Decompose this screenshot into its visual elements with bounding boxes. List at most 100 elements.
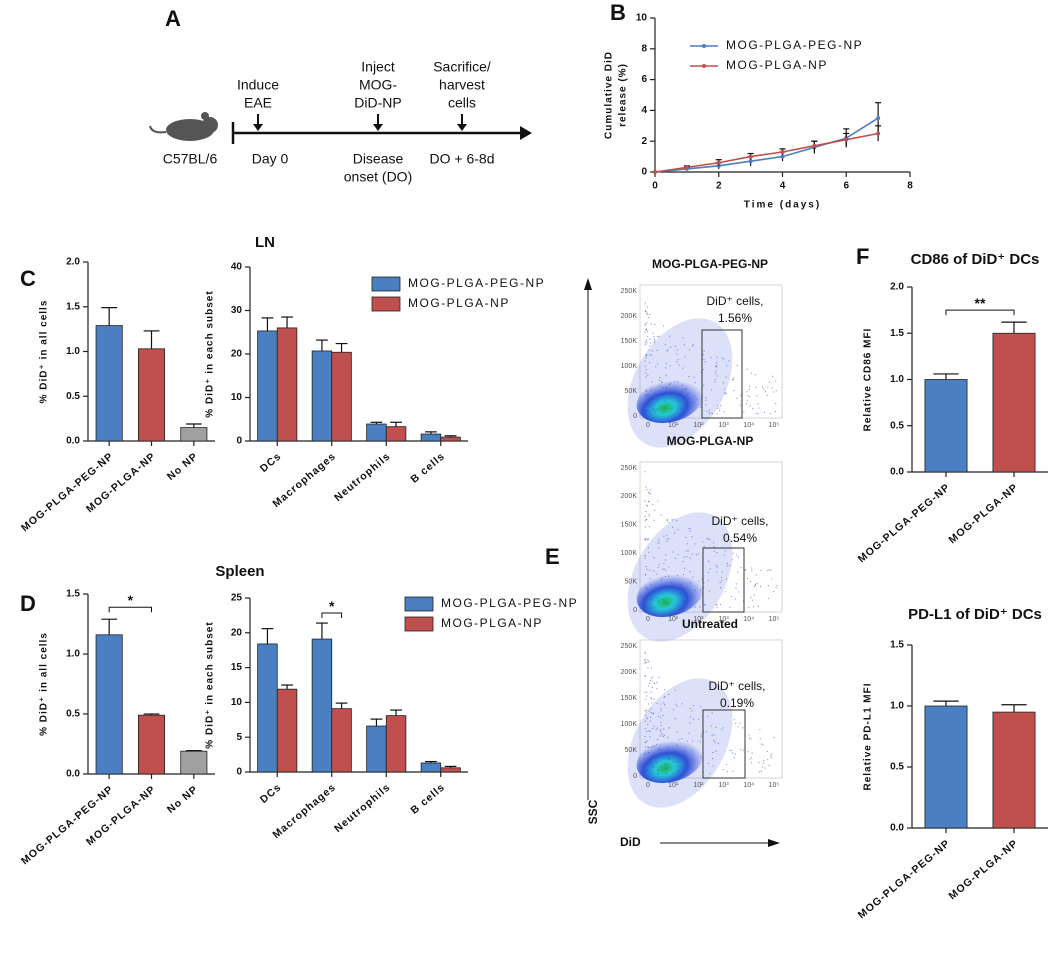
mouse-icon [149,112,218,141]
bar [331,351,352,442]
density-dot [644,675,646,678]
density-dot [746,368,748,370]
density-dot [654,324,656,326]
density-dot [648,515,650,517]
event-label: DiD-NP [354,95,401,111]
density-dot [646,354,648,357]
density-dot [691,740,694,742]
density-dot [719,409,721,411]
density-dot [729,565,731,567]
legend-label: MOG-PLGA-PEG-NP [441,596,578,610]
density-dot [703,350,705,352]
density-dot [663,728,665,730]
density-dot [650,583,653,585]
y-tick-label: 0.0 [890,467,904,478]
density-dot [652,332,654,334]
density-dot [645,372,647,374]
density-dot [674,557,677,559]
bar [276,688,298,773]
y-tick-label: 1.5 [66,301,80,312]
density-dot [776,584,778,587]
density-dot [724,392,726,394]
density-dot [725,365,728,367]
density-dot [751,599,754,601]
density-dot [697,553,699,555]
panel-letter: A [165,6,181,31]
significance-label: * [329,598,335,614]
density-dot [644,360,646,362]
density-dot [674,518,676,520]
density-dot [704,604,706,606]
density-dot [756,583,758,585]
event-label: harvest [439,77,485,93]
density-dot [648,551,650,553]
y-tick-label: 30 [231,305,243,316]
density-dot [656,682,658,684]
y-tick-label: 0.5 [66,391,80,402]
flow-y-tick: 200K [621,669,638,676]
x-tick-label: MOG-PLGA-NP [946,837,1020,902]
density-dot [750,757,752,759]
density-dot [646,313,648,315]
density-dot [691,749,693,751]
density-dot [722,768,724,771]
y-tick-label: 1.0 [66,649,80,660]
y-tick-label: 20 [231,349,243,360]
flow-y-label: SSC [586,799,600,824]
density-dot [648,349,650,351]
x-tick-label: 6 [843,181,849,192]
density-dot [716,375,718,377]
density-dot [760,770,762,772]
density-dot [653,570,655,572]
density-dot [709,539,711,541]
density-dot [719,603,722,606]
density-dot [653,405,655,407]
bar [331,708,352,773]
density-dot [683,588,685,590]
density-dot [674,532,676,534]
density-dot [763,759,765,761]
legend-swatch [404,596,434,612]
density-dot [703,358,705,361]
density-dot [691,768,694,770]
y-tick-label: 20 [231,627,243,638]
event-label: Inject [361,59,395,75]
density-dot [669,382,672,385]
density-dot [653,766,655,768]
legend-swatch [404,616,434,632]
density-dot [656,743,658,746]
y-tick-label: 10 [231,697,243,708]
density-dot [682,367,684,369]
density-dot [676,353,678,355]
density-dot [644,662,646,664]
density-dot [743,411,745,413]
density-dot [693,606,696,608]
point [812,143,817,148]
density-dot [746,390,748,392]
density-dot [657,739,659,741]
density-dot [666,538,668,540]
density-dot [760,569,762,572]
point [844,137,849,142]
density-dot [652,727,654,730]
x-tick-label: B cells [408,450,447,485]
density-dot [656,702,658,705]
density-dot [665,387,667,389]
legend-label: MOG-PLGA-NP [726,58,828,72]
density-dot [676,731,678,733]
density-dot [674,381,676,383]
y-tick-label: 2.0 [890,282,904,293]
density-dot [644,720,646,722]
x-tick-label: No NP [165,783,201,816]
density-dot [648,710,650,712]
density-dot [704,361,706,363]
y-tick-label: 10 [636,13,648,24]
y-tick-label: 4 [641,105,647,116]
density-dot [775,587,777,589]
density-dot [700,756,702,758]
density-dot [671,526,674,528]
y-tick-label: 5 [236,732,242,743]
density-dot [647,746,649,748]
density-dot [746,577,749,579]
event-label: Induce [237,77,279,93]
